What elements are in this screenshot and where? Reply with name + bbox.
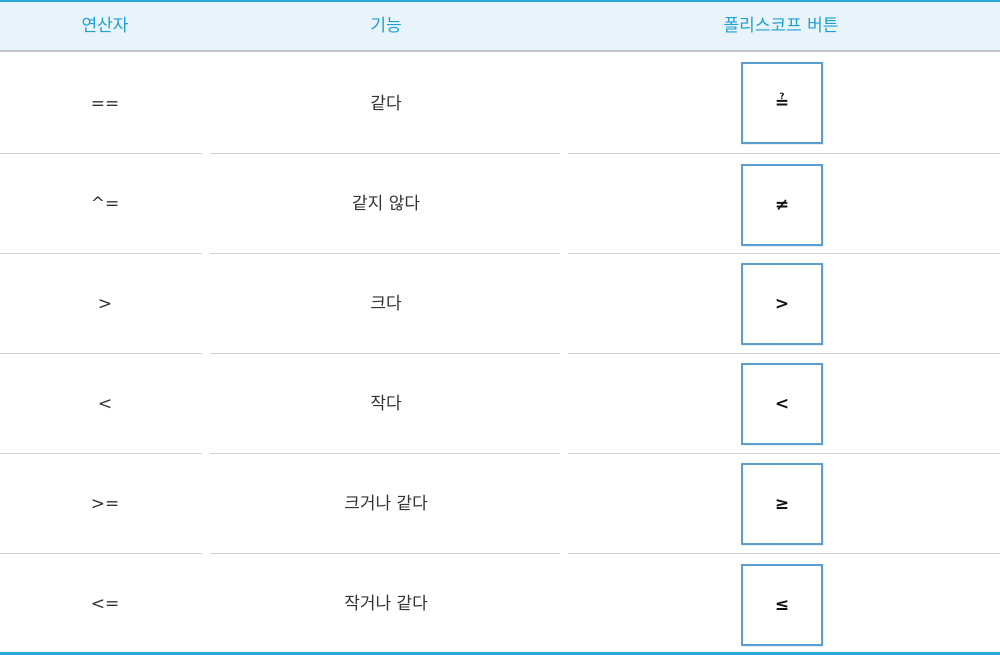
table-row: <= 작거나 같다	[0, 554, 1000, 654]
divider-gap	[560, 452, 568, 455]
operator-cell: ^=	[90, 194, 120, 214]
row-divider	[0, 353, 1000, 354]
operator-cell: >=	[90, 494, 120, 514]
divider-gap	[202, 552, 210, 555]
divider-gap	[560, 252, 568, 255]
table-row: >= 크거나 같다	[0, 454, 1000, 554]
equal-question-icon: ≟	[774, 93, 790, 113]
header-operator: 연산자	[81, 16, 129, 36]
operator-cell: >	[97, 294, 113, 314]
function-cell: 작거나 같다	[344, 594, 428, 614]
function-cell: 크거나 같다	[344, 494, 428, 514]
header-polyscope-button: 폴리스코프 버튼	[723, 16, 839, 36]
operator-cell: <	[97, 394, 113, 414]
divider-gap	[202, 252, 210, 255]
table-row: ^= 같지 않다	[0, 154, 1000, 254]
header-function: 기능	[370, 16, 402, 36]
divider-gap	[560, 352, 568, 355]
table-row: == 같다	[0, 54, 1000, 154]
divider-gap	[560, 552, 568, 555]
polyscope-not-equal-button[interactable]: ≠	[741, 164, 823, 246]
divider-gap	[560, 152, 568, 155]
row-divider	[0, 153, 1000, 154]
polyscope-less-equal-button[interactable]: ≤	[741, 564, 823, 646]
row-divider	[0, 453, 1000, 454]
operator-cell: ==	[90, 94, 120, 114]
table-row: > 크다	[0, 254, 1000, 354]
table-header: 연산자 기능 폴리스코프 버튼	[0, 0, 1000, 52]
function-cell: 크다	[370, 294, 402, 314]
table-bottom-border	[0, 652, 1000, 655]
polyscope-equal-button[interactable]: ≟	[741, 62, 823, 144]
divider-gap	[202, 152, 210, 155]
row-divider	[0, 553, 1000, 554]
table-row: < 작다	[0, 354, 1000, 454]
polyscope-less-button[interactable]: <	[741, 363, 823, 445]
row-divider	[0, 253, 1000, 254]
polyscope-greater-equal-button[interactable]: ≥	[741, 463, 823, 545]
divider-gap	[202, 452, 210, 455]
function-cell: 같지 않다	[352, 194, 420, 214]
greater-equal-icon: ≥	[774, 494, 790, 514]
function-cell: 같다	[370, 94, 402, 114]
greater-than-icon: >	[774, 294, 790, 314]
operator-cell: <=	[90, 594, 120, 614]
not-equal-icon: ≠	[774, 195, 790, 215]
polyscope-greater-button[interactable]: >	[741, 263, 823, 345]
less-than-icon: <	[774, 394, 790, 414]
divider-gap	[202, 352, 210, 355]
function-cell: 작다	[370, 394, 402, 414]
less-equal-icon: ≤	[774, 595, 790, 615]
